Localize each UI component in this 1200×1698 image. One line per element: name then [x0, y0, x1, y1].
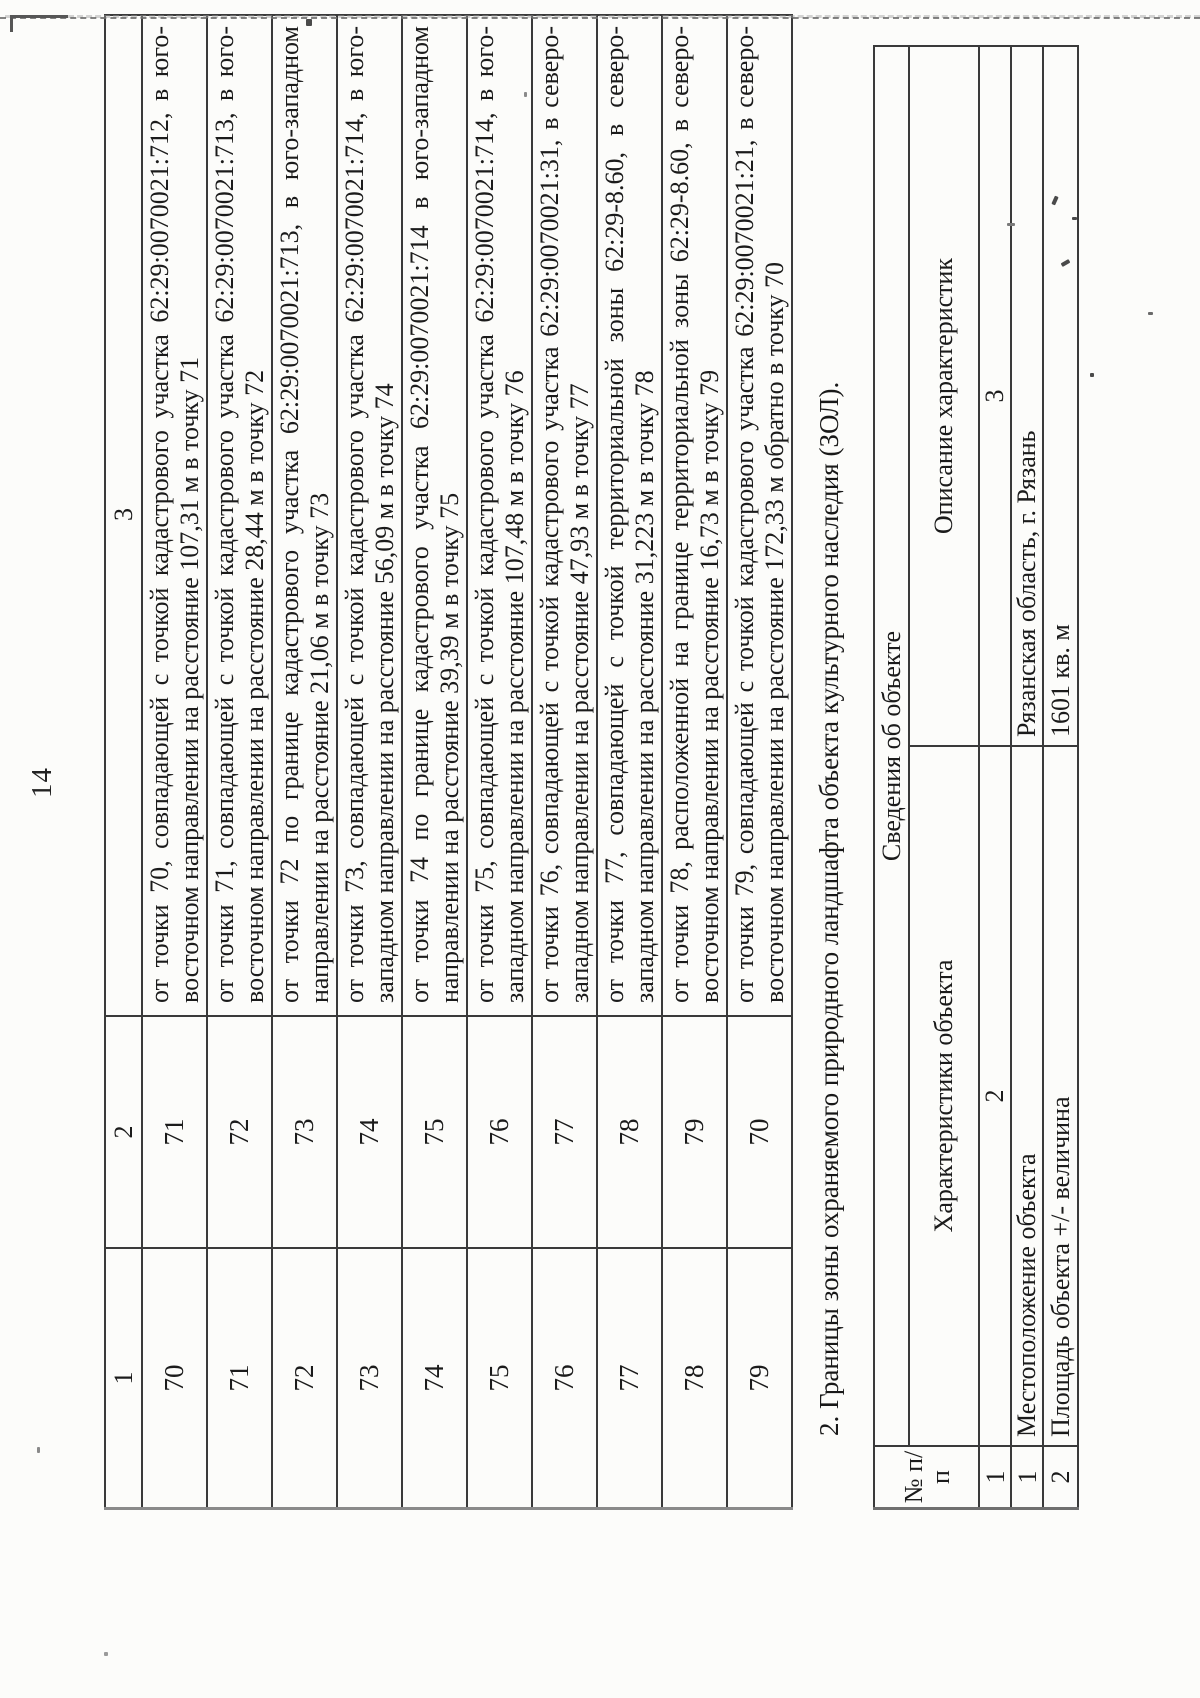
index-cell: 3 [979, 46, 1011, 746]
point-to-cell: 77 [532, 1016, 597, 1248]
row-number-cell: 2 [1043, 1446, 1078, 1509]
characteristic-cell: Местоположение объекта [1011, 746, 1043, 1446]
point-to-cell: 73 [272, 1016, 337, 1248]
boundary-description-cell: от точки 74 по границе кадастрового учас… [402, 15, 467, 1016]
boundary-points-table-wrap: 1 2 3 70 71 от точки 70, совпадающей с т… [104, 14, 793, 1510]
object-info-table: № п/п Сведения об объекте Характеристики… [873, 45, 1079, 1510]
point-from-cell: 74 [402, 1248, 467, 1509]
index-row: 1 2 3 [979, 46, 1011, 1509]
table-row: 70 71 от точки 70, совпадающей с точкой … [142, 15, 207, 1509]
point-from-cell: 76 [532, 1248, 597, 1509]
characteristic-cell: Площадь объекта +/- величина [1043, 746, 1078, 1446]
point-to-cell: 76 [467, 1016, 532, 1248]
point-from-cell: 73 [337, 1248, 402, 1509]
point-from-cell: 75 [467, 1248, 532, 1509]
boundary-points-table: 1 2 3 70 71 от точки 70, совпадающей с т… [104, 14, 793, 1510]
table-header-row: 1 2 3 [105, 15, 142, 1509]
row-number-cell: 1 [1011, 1446, 1043, 1509]
point-from-cell: 79 [727, 1248, 792, 1509]
description-column-header: Описание характеристик [909, 46, 979, 746]
point-to-cell: 74 [337, 1016, 402, 1248]
boundary-description-cell: от точки 72 по границе кадастрового учас… [272, 15, 337, 1016]
point-to-cell: 72 [207, 1016, 272, 1248]
description-cell: 1601 кв. м [1043, 46, 1078, 746]
table-row: 75 76 от точки 75, совпадающей с точкой … [467, 15, 532, 1509]
description-cell: Рязанская область, г. Рязань [1011, 46, 1043, 746]
boundary-description-cell: от точки 79, совпадающей с точкой кадаст… [727, 15, 792, 1016]
info-data-row: 2 Площадь объекта +/- величина 1601 кв. … [1043, 46, 1078, 1509]
point-from-cell: 78 [662, 1248, 727, 1509]
table-row: 72 73 от точки 72 по границе кадастровог… [272, 15, 337, 1509]
table-row: 77 78 от точки 77, совпадающей с точкой … [597, 15, 662, 1509]
boundary-description-cell: от точки 77, совпадающей с точкой террит… [597, 15, 662, 1016]
num-column-header: № п/п [874, 1446, 979, 1509]
point-from-cell: 72 [272, 1248, 337, 1509]
column-header: 2 [105, 1016, 142, 1248]
boundary-description-cell: от точки 76, совпадающей с точкой кадаст… [532, 15, 597, 1016]
point-from-cell: 70 [142, 1248, 207, 1509]
boundary-description-cell: от точки 70, совпадающей с точкой кадаст… [142, 15, 207, 1016]
point-to-cell: 71 [142, 1016, 207, 1248]
point-from-cell: 71 [207, 1248, 272, 1509]
point-to-cell: 75 [402, 1016, 467, 1248]
table-row: 76 77 от точки 76, совпадающей с точкой … [532, 15, 597, 1509]
point-to-cell: 70 [727, 1016, 792, 1248]
page-number: 14 [26, 767, 58, 798]
boundary-description-cell: от точки 78, расположенной на границе те… [662, 15, 727, 1016]
info-data-row: 1 Местоположение объекта Рязанская облас… [1011, 46, 1043, 1509]
index-cell: 2 [979, 746, 1011, 1446]
boundary-description-cell: от точки 71, совпадающей с точкой кадаст… [207, 15, 272, 1016]
boundary-description-cell: от точки 75, совпадающей с точкой кадаст… [467, 15, 532, 1016]
table-row: 79 70 от точки 79, совпадающей с точкой … [727, 15, 792, 1509]
column-header: 3 [105, 15, 142, 1016]
table-row: 73 74 от точки 73, совпадающей с точкой … [337, 15, 402, 1509]
index-cell: 1 [979, 1446, 1011, 1509]
table-row: 78 79 от точки 78, расположенной на гран… [662, 15, 727, 1509]
object-info-table-wrap: № п/п Сведения об объекте Характеристики… [873, 45, 1079, 1510]
info-table-title: Сведения об объекте [874, 46, 909, 1446]
table-row: 74 75 от точки 74 по границе кадастровог… [402, 15, 467, 1509]
section-heading: 2. Границы зоны охраняемого природного л… [814, 381, 844, 1436]
column-header: 1 [105, 1248, 142, 1509]
point-to-cell: 78 [597, 1016, 662, 1248]
characteristics-column-header: Характеристики объекта [909, 746, 979, 1446]
boundary-description-cell: от точки 73, совпадающей с точкой кадаст… [337, 15, 402, 1016]
point-from-cell: 77 [597, 1248, 662, 1509]
table-row: 71 72 от точки 71, совпадающей с точкой … [207, 15, 272, 1509]
info-title-row: № п/п Сведения об объекте [874, 46, 979, 1509]
info-header-row: Характеристики объекта Описание характер… [909, 46, 979, 1509]
point-to-cell: 79 [662, 1016, 727, 1248]
